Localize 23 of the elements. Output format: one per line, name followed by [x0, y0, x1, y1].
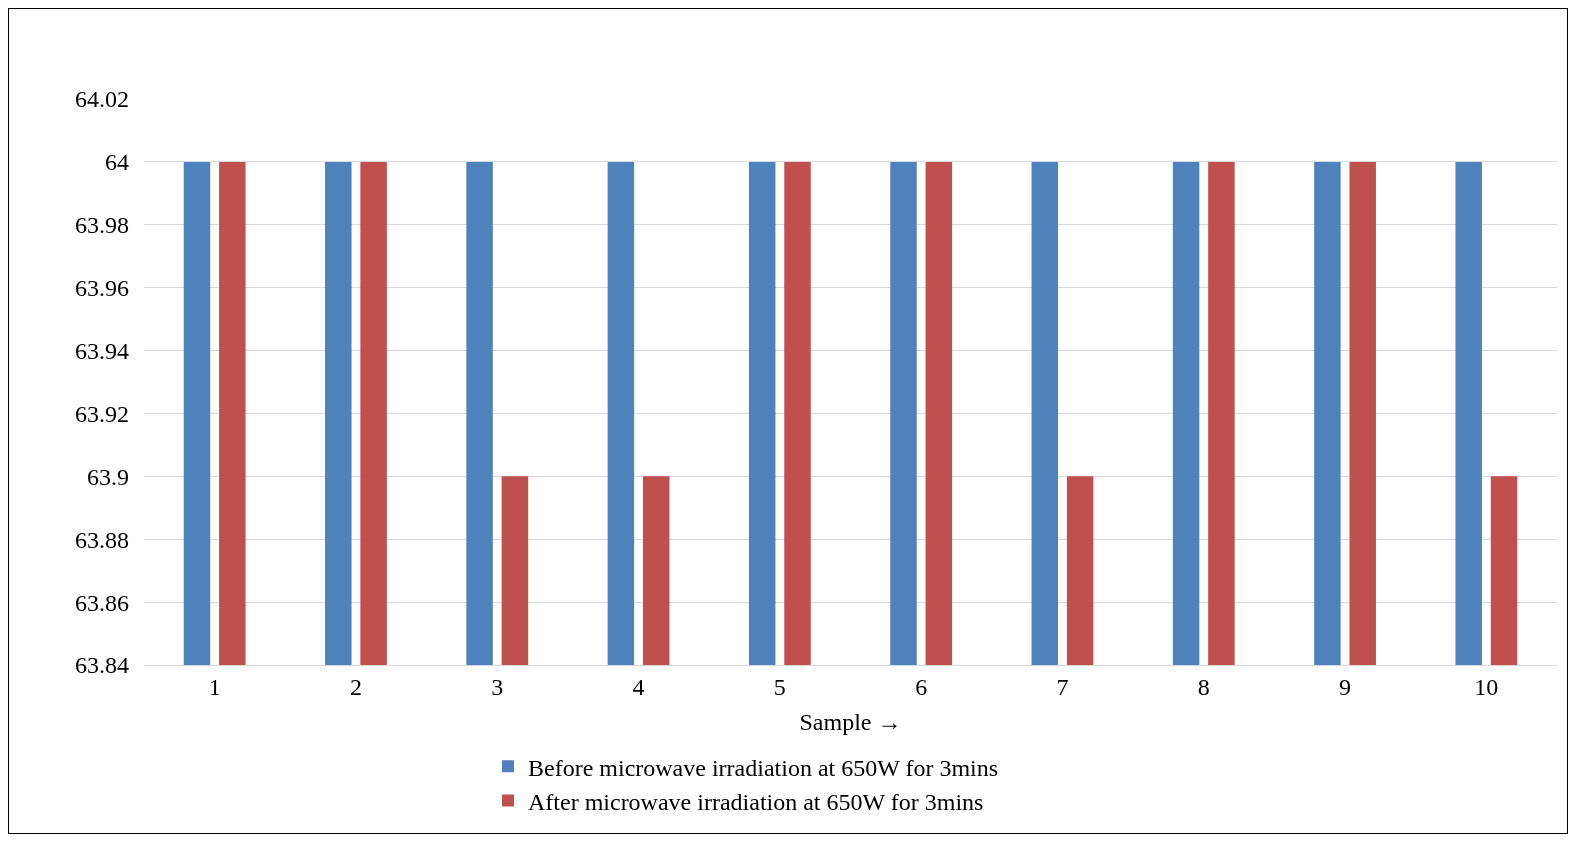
x-tick-label: 3 [491, 673, 504, 700]
x-tick-label: 4 [632, 673, 645, 700]
y-tick-label: 63.9 [87, 463, 129, 490]
x-tick-label: 10 [1474, 673, 1499, 700]
y-tick-label: 63.94 [75, 337, 129, 364]
y-tick-label: 63.88 [75, 526, 129, 553]
y-tick-label: 63.96 [75, 275, 129, 302]
x-tick-label: 5 [773, 673, 786, 700]
x-tick-label: 2 [349, 673, 362, 700]
x-tick-label: 1 [208, 673, 221, 700]
y-tick-label: 63.86 [75, 589, 129, 616]
y-tick-label: 64 [105, 149, 129, 176]
y-tick-label: 63.92 [75, 400, 129, 427]
legend-label: After microwave irradiation at 650W for 3mins [528, 788, 984, 815]
y-tick-label: 63.98 [75, 212, 129, 239]
legend-label: Before microwave irradiation at 650W for 3mins [528, 754, 999, 781]
y-tick-label: 64.02 [75, 86, 129, 113]
x-tick-label: 6 [915, 673, 928, 700]
x-axis-title: Sample → [799, 709, 902, 736]
x-tick-label: 7 [1056, 673, 1069, 700]
x-tick-label: 8 [1197, 673, 1210, 700]
y-tick-label: 63.84 [75, 652, 129, 679]
x-tick-label: 9 [1339, 673, 1352, 700]
